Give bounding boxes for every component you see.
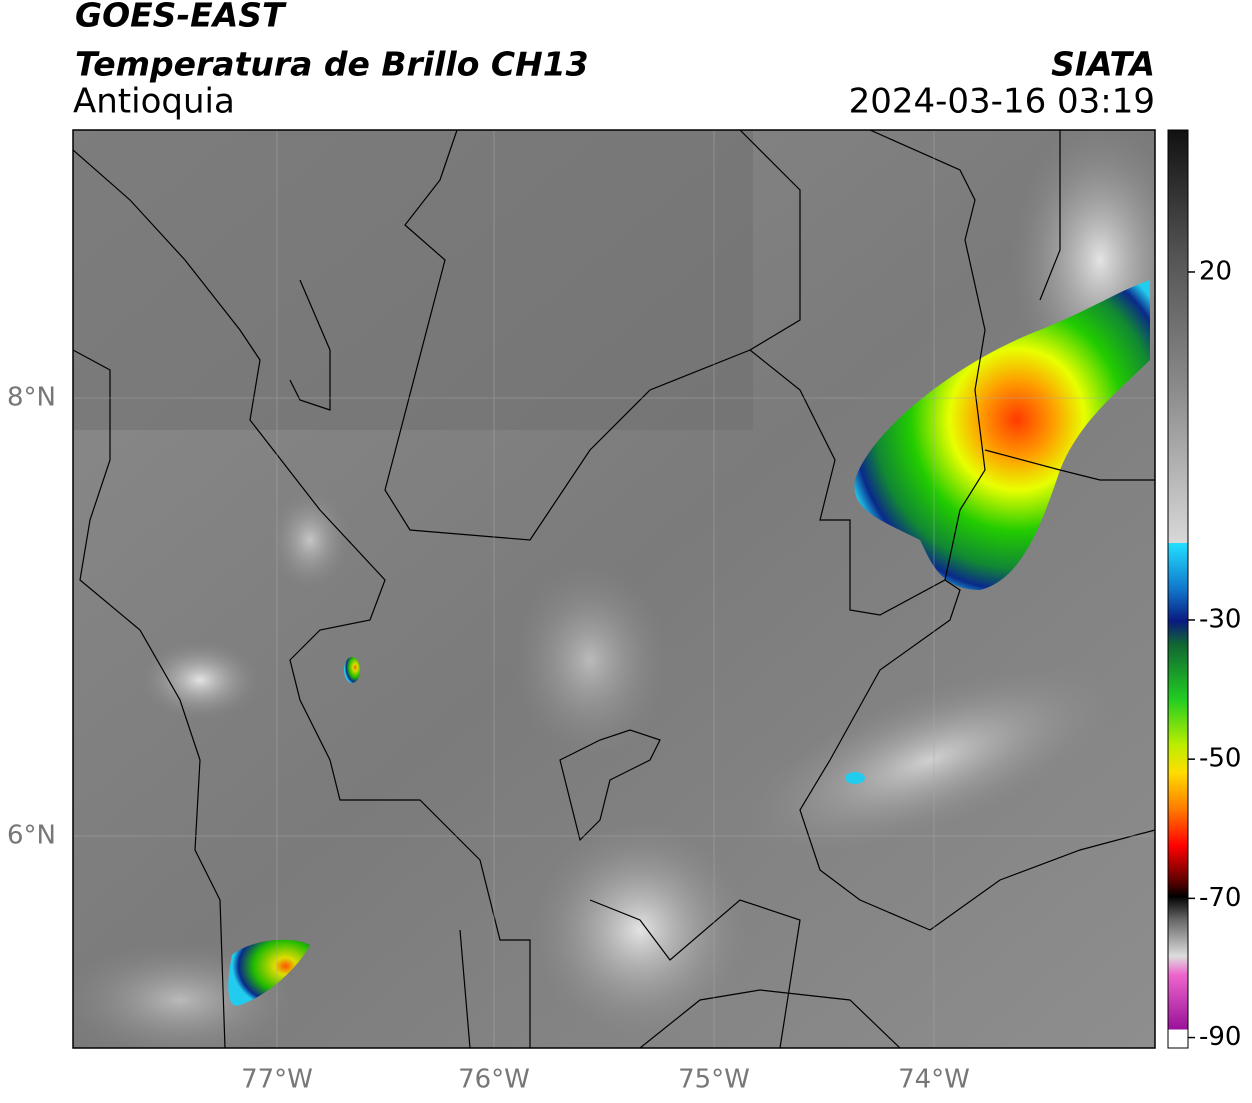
satellite-image [73,130,1155,1048]
colorbar-ticks: 20 -30 -50 -70 -90 [1188,256,1241,1052]
lon-label: 76°W [458,1065,530,1095]
subtitle: Temperatura de Brillo CH13 [75,45,589,84]
source: SIATA [1051,45,1155,84]
lon-label: 77°W [241,1065,313,1095]
map-frame [72,129,1156,1049]
lat-label: 6°N [7,821,56,851]
colorbar [1167,129,1189,1049]
colorbar-tick-label: -70 [1199,883,1241,913]
lat-label: 8°N [7,383,56,413]
colorbar-tick-label: 20 [1199,256,1232,286]
lon-label: 75°W [678,1065,750,1095]
colorbar-tick-label: -50 [1199,744,1241,774]
title: GOES-EAST [75,0,287,35]
datetime: 2024-03-16 03:19 [849,82,1155,122]
colorbar-tick-label: -90 [1199,1022,1241,1052]
region: Antioquia [73,82,235,122]
colorbar-tick-label: -30 [1199,604,1241,634]
lon-label: 74°W [898,1065,970,1095]
